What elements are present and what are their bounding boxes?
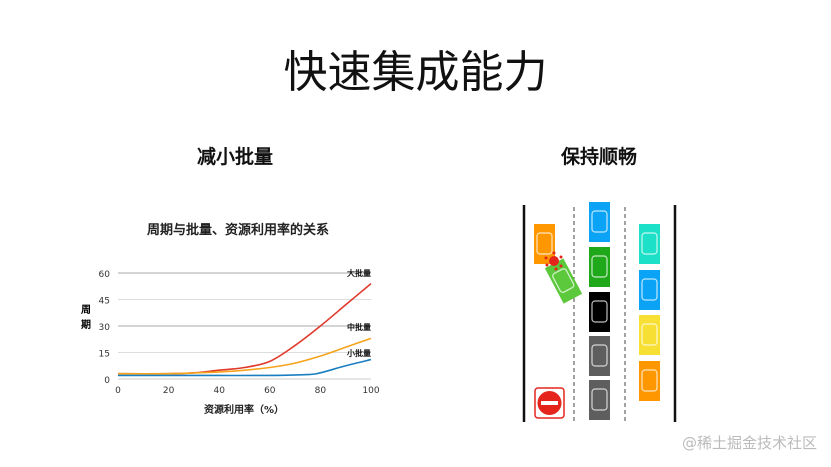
series-label: 小批量 [346, 348, 371, 358]
y-axis-label-1: 周 [81, 304, 91, 316]
x-tick-label: 40 [213, 386, 225, 396]
x-tick-label: 20 [163, 386, 175, 396]
x-axis-label: 资源利用率（%） [204, 403, 284, 416]
watermark: @稀土掘金技术社区 [681, 434, 817, 452]
x-tick-label: 60 [264, 386, 276, 396]
car-icon [589, 292, 610, 332]
car-icon [639, 270, 660, 310]
crash-icon [544, 251, 563, 271]
series-line-2 [118, 358, 372, 377]
right-heading: 保持顺畅 [560, 146, 637, 168]
left-heading: 减小批量 [196, 146, 273, 168]
y-axis-label-2: 期 [81, 318, 91, 331]
car-icon [589, 247, 610, 287]
car-icon [639, 361, 660, 401]
slide-title: 快速集成能力 [283, 47, 548, 98]
car-icon [534, 224, 555, 264]
y-tick-label: 15 [99, 350, 110, 360]
y-tick-label: 30 [99, 323, 111, 333]
car-icon [639, 315, 660, 355]
y-tick-label: 0 [104, 376, 110, 386]
series-label: 大批量 [347, 268, 371, 278]
series-label: 中批量 [347, 322, 371, 332]
x-tick-label: 80 [315, 386, 327, 396]
car-icon [589, 336, 610, 376]
chart-title: 周期与批量、资源利用率的关系 [147, 222, 329, 238]
y-tick-label: 45 [99, 297, 110, 307]
series-line-1 [117, 337, 372, 375]
x-tick-label: 100 [362, 386, 379, 396]
car-icon [639, 224, 660, 264]
car-icon [589, 380, 610, 420]
y-tick-label: 60 [99, 270, 111, 280]
car-icon [544, 258, 583, 304]
no-entry-sign-icon [534, 387, 565, 419]
car-icon [589, 202, 610, 242]
x-tick-label: 0 [115, 386, 121, 396]
